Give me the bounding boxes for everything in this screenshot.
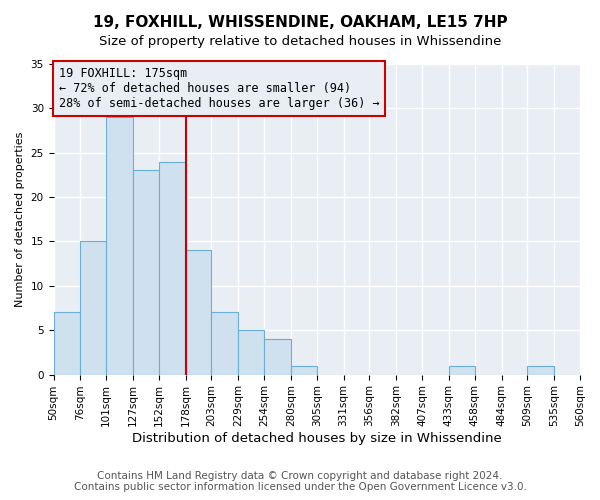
Bar [291, 366, 317, 374]
Bar [159, 162, 185, 374]
Bar [238, 330, 264, 374]
X-axis label: Distribution of detached houses by size in Whissendine: Distribution of detached houses by size … [132, 432, 502, 445]
Bar [106, 117, 133, 374]
Bar [80, 242, 106, 374]
Bar [449, 366, 475, 374]
Bar [53, 312, 80, 374]
Bar [185, 250, 211, 374]
Text: Contains HM Land Registry data © Crown copyright and database right 2024.
Contai: Contains HM Land Registry data © Crown c… [74, 471, 526, 492]
Text: Size of property relative to detached houses in Whissendine: Size of property relative to detached ho… [99, 35, 501, 48]
Bar [527, 366, 554, 374]
Y-axis label: Number of detached properties: Number of detached properties [15, 132, 25, 307]
Bar [264, 339, 291, 374]
Bar [133, 170, 159, 374]
Text: 19 FOXHILL: 175sqm
← 72% of detached houses are smaller (94)
28% of semi-detache: 19 FOXHILL: 175sqm ← 72% of detached hou… [59, 67, 379, 110]
Bar [211, 312, 238, 374]
Text: 19, FOXHILL, WHISSENDINE, OAKHAM, LE15 7HP: 19, FOXHILL, WHISSENDINE, OAKHAM, LE15 7… [92, 15, 508, 30]
